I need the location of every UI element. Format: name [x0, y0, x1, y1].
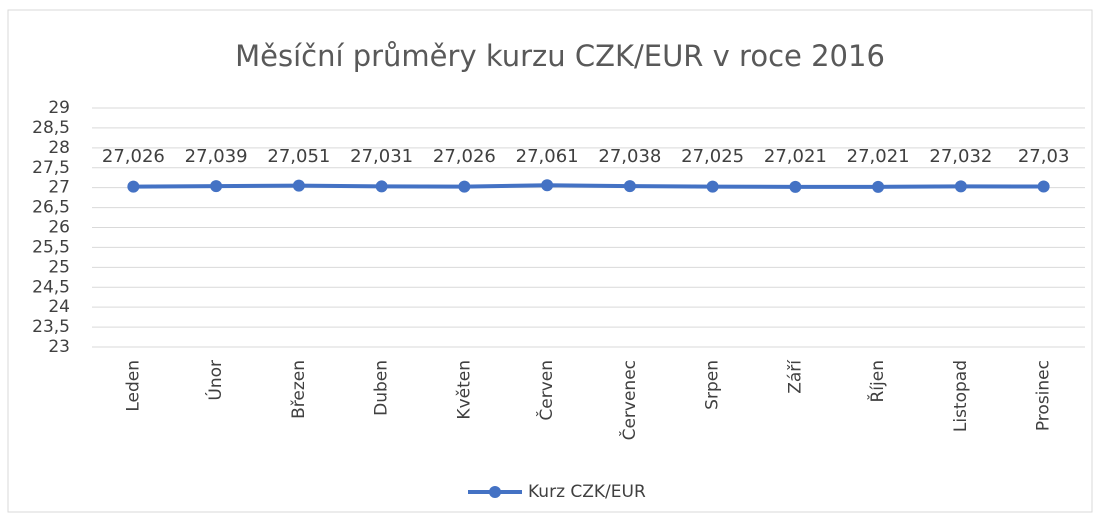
x-tick-label: Leden: [123, 360, 143, 412]
line: [133, 183, 1044, 189]
chart-title: Měsíční průměry kurzu CZK/EUR v roce 201…: [235, 39, 885, 73]
point: [706, 180, 719, 193]
legend-label: Kurz CZK/EUR: [528, 482, 646, 502]
legend-marker: [489, 486, 501, 498]
x-tick-label: Září: [785, 359, 805, 394]
point: [623, 180, 636, 193]
data-label: 27,051: [267, 146, 330, 167]
y-tick-label: 24: [48, 297, 70, 317]
y-tick-label: 25,5: [32, 237, 70, 257]
y-tick-label: 23,5: [32, 317, 70, 337]
x-tick-label: Srpen: [703, 360, 723, 410]
x-tick-label: Prosinec: [1034, 360, 1054, 431]
x-tick-label: Listopad: [951, 360, 971, 432]
data-label: 27,038: [598, 146, 661, 167]
y-tick-label: 26,5: [32, 198, 70, 218]
data-label: 27,03: [1018, 146, 1070, 167]
point: [292, 179, 305, 192]
x-tick-label: Únor: [204, 360, 226, 401]
x-tick-label: Březen: [289, 360, 309, 419]
data-label: 27,031: [350, 146, 413, 167]
point: [375, 180, 388, 193]
point: [127, 180, 140, 193]
x-tick-label: Duben: [372, 360, 392, 416]
data-label: 27,026: [433, 146, 496, 167]
x-tick-label: Květen: [454, 360, 474, 420]
data-label: 27,039: [185, 146, 248, 167]
data-label: 27,026: [102, 146, 165, 167]
point: [1037, 180, 1050, 193]
data-label: 27,025: [681, 146, 744, 167]
y-tick-label: 28: [48, 138, 70, 158]
point: [872, 180, 885, 193]
y-tick-label: 26: [48, 218, 70, 238]
y-tick-label: 23: [48, 337, 70, 357]
y-tick-label: 27: [48, 178, 70, 198]
y-tick-label: 27,5: [32, 158, 70, 178]
point: [541, 179, 554, 192]
data-label: 27,021: [764, 146, 827, 167]
x-tick-label: Červenec: [618, 360, 640, 440]
chart-border: [7, 9, 1093, 513]
point: [458, 180, 471, 193]
x-tick-label: Červen: [535, 360, 557, 421]
y-tick-label: 24,5: [32, 277, 70, 297]
data-label: 27,021: [847, 146, 910, 167]
x-tick-label: Říjen: [866, 360, 888, 403]
point: [789, 180, 802, 193]
data-label: 27,032: [929, 146, 992, 167]
y-tick-label: 29: [48, 98, 70, 118]
y-tick-label: 28,5: [32, 118, 70, 138]
y-tick-label: 25: [48, 257, 70, 277]
point: [210, 180, 223, 193]
point: [954, 180, 967, 193]
data-label: 27,061: [516, 146, 579, 167]
